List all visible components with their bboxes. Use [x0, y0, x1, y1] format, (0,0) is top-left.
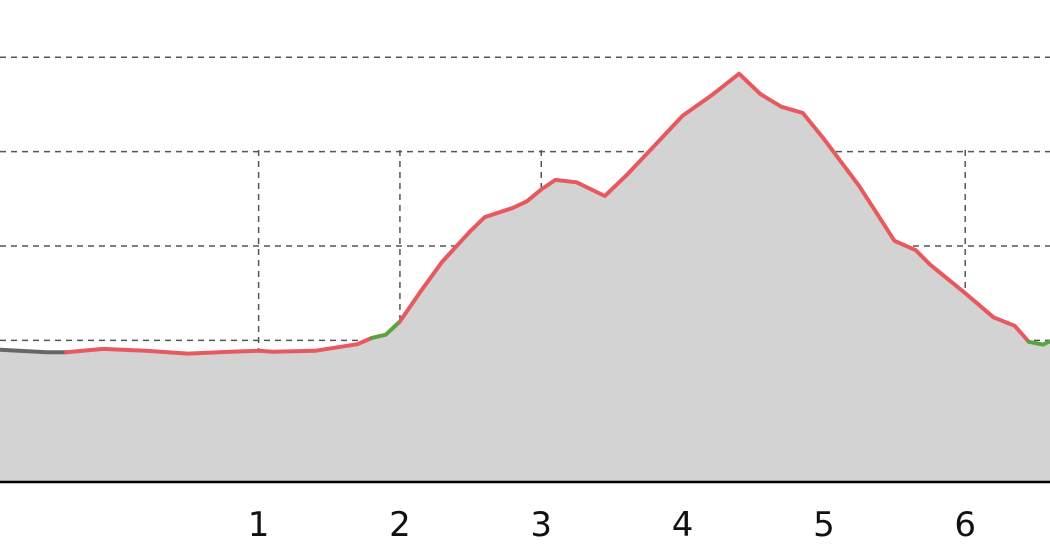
profile-segment-0: [0, 347, 69, 355]
x-tick-labels: 1 2 3 4 5 6: [248, 505, 976, 545]
x-tick-label-1: 1: [248, 505, 270, 545]
x-tick-label-5: 5: [813, 505, 835, 545]
x-tick-label-2: 2: [389, 505, 411, 545]
profile-segment-4: [1026, 339, 1050, 347]
elevation-profile-lines: [0, 71, 1050, 356]
x-tick-label-3: 3: [530, 505, 552, 545]
profile-segment-2: [369, 319, 402, 340]
profile-segment-1: [64, 336, 374, 356]
x-tick-label-6: 6: [954, 505, 976, 545]
x-tick-label-4: 4: [672, 505, 694, 545]
profile-segment-3: [397, 71, 1031, 344]
elevation-area-fill: [0, 73, 1050, 482]
